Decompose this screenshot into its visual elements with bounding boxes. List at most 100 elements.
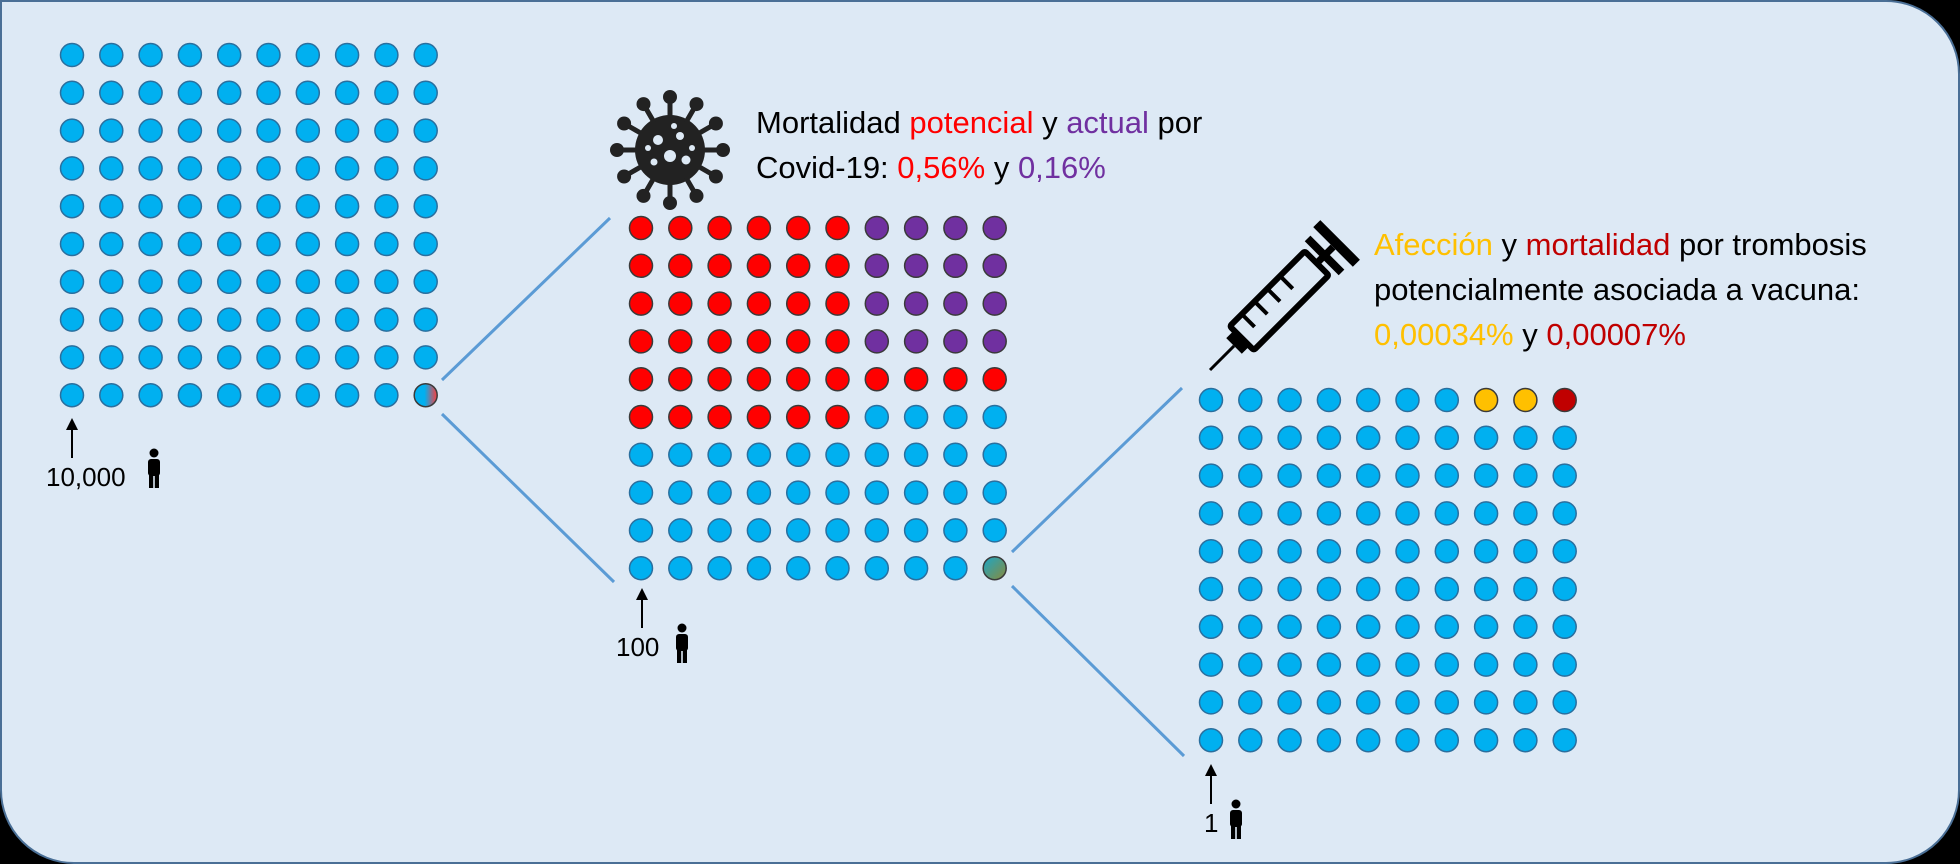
dot-blue — [295, 80, 321, 106]
dot-blue — [59, 80, 85, 106]
dot-blue — [413, 80, 438, 106]
caption-text: y — [1492, 227, 1526, 262]
dot-blue — [982, 442, 1007, 468]
dot-blue — [256, 231, 281, 257]
dot-blue — [1355, 387, 1381, 413]
dot-blue — [177, 42, 203, 68]
dot-blue — [216, 231, 242, 257]
caption-mortality: mortalidad — [1525, 227, 1671, 262]
dot-red — [825, 329, 850, 354]
dot-blue — [334, 118, 360, 143]
dot-blue — [99, 231, 124, 257]
dot-blue — [1395, 614, 1420, 640]
dot-red — [628, 291, 654, 316]
count-label-10000-group: 10,000 — [46, 418, 160, 492]
dot-blue — [138, 156, 163, 181]
caption-text: y — [1033, 105, 1067, 140]
arrow-up-icon — [66, 418, 78, 458]
dot-blue — [943, 404, 968, 430]
connector-line — [440, 412, 616, 584]
dot-blue — [216, 345, 242, 370]
dot-blue — [1552, 576, 1577, 602]
dot-purple — [982, 215, 1007, 241]
dot-blue — [138, 80, 163, 106]
dot-blue — [707, 442, 732, 468]
dot-blue — [1395, 425, 1420, 451]
covid-caption-line-1: Mortalidad potencial y actual por — [756, 100, 1202, 145]
vaccine-thrombosis-caption: Afección y mortalidad por trombosis pote… — [1374, 222, 1867, 357]
dot-blue — [1355, 501, 1381, 526]
dot-blue — [138, 231, 163, 257]
dot-red — [668, 404, 693, 430]
dot-blue — [1355, 652, 1381, 677]
dot-blue — [1395, 690, 1420, 715]
dot-red — [668, 329, 693, 354]
dot-blue — [1355, 425, 1381, 451]
person-icon — [676, 623, 688, 663]
dot-blue — [1434, 463, 1460, 488]
dot-blue — [628, 480, 654, 505]
dot-blue — [1238, 463, 1263, 488]
dot-blue — [1277, 727, 1302, 753]
dot-red — [825, 215, 850, 241]
dot-blue — [1198, 614, 1224, 640]
dot-blue — [1355, 463, 1381, 488]
dot-blue — [1473, 425, 1499, 451]
dot-red — [746, 329, 772, 354]
dot-blue — [864, 480, 890, 505]
dot-red — [982, 366, 1007, 392]
dot-blue — [59, 118, 85, 143]
dot-blue — [707, 555, 732, 581]
dot-blue — [413, 156, 438, 181]
dot-blue — [1316, 576, 1342, 602]
dot-blue — [1434, 425, 1460, 451]
dot-blue — [1198, 576, 1224, 602]
dot-red — [864, 366, 890, 392]
dot-blue — [1395, 463, 1420, 488]
dot-blue — [1513, 425, 1538, 451]
dot-blue — [374, 382, 399, 408]
dot-blue — [903, 480, 929, 505]
dot-blue — [1316, 501, 1342, 526]
dot-blue — [177, 231, 203, 257]
dot-blue — [334, 156, 360, 181]
dot-blue — [138, 307, 163, 332]
dot-blue — [1434, 576, 1460, 602]
dot-red — [707, 253, 732, 279]
dot-blue — [256, 307, 281, 332]
dot-blue — [413, 118, 438, 143]
dot-blue — [59, 231, 85, 257]
dot-blue — [334, 193, 360, 219]
dot-blue — [99, 118, 124, 143]
dot-blue — [1473, 538, 1499, 564]
dot-blue — [295, 269, 321, 295]
dot-blue — [99, 156, 124, 181]
dot-blue-olive-gradient — [982, 555, 1007, 581]
virus-icon — [610, 90, 730, 210]
dot-blue — [1473, 463, 1499, 488]
grid-1-dots — [1198, 387, 1577, 753]
dot-blue — [785, 555, 811, 581]
dot-blue — [374, 269, 399, 295]
dot-blue — [1473, 614, 1499, 640]
dot-blue — [334, 307, 360, 332]
dot-blue — [1355, 538, 1381, 564]
dot-blue — [1277, 576, 1302, 602]
dot-blue — [1552, 727, 1577, 753]
dot-red — [707, 215, 732, 241]
dot-purple — [864, 329, 890, 354]
dot-blue — [628, 442, 654, 468]
dot-blue — [256, 42, 281, 68]
dot-blue — [1434, 501, 1460, 526]
dot-red — [785, 404, 811, 430]
dot-blue — [413, 269, 438, 295]
dot-blue — [99, 345, 124, 370]
caption-affection: Afección — [1374, 227, 1493, 262]
dot-blue — [1238, 387, 1263, 413]
dot-blue — [943, 555, 968, 581]
dot-blue — [99, 269, 124, 295]
dot-blue — [1277, 614, 1302, 640]
dot-blue — [1552, 425, 1577, 451]
dot-blue — [1316, 425, 1342, 451]
dot-blue — [1355, 614, 1381, 640]
